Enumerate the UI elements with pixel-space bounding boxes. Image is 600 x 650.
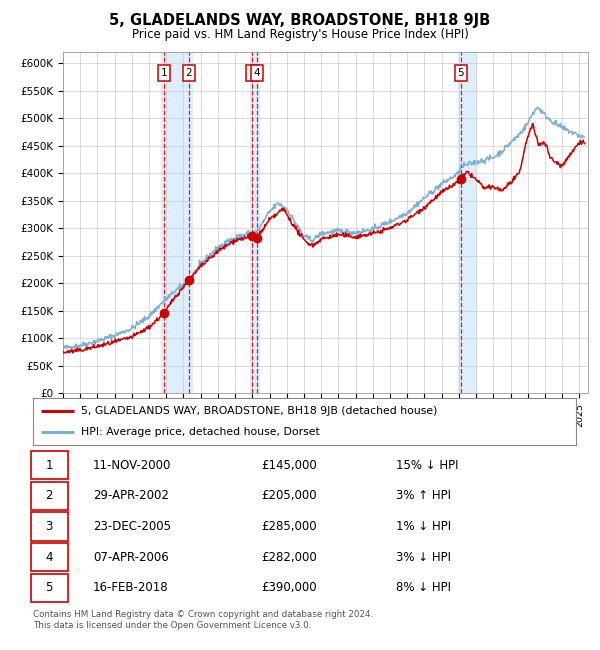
Bar xyxy=(458,52,476,393)
Text: 4: 4 xyxy=(46,551,53,564)
Bar xyxy=(161,52,191,393)
Text: 16-FEB-2018: 16-FEB-2018 xyxy=(93,581,169,594)
Text: 3: 3 xyxy=(46,520,53,533)
Text: 1% ↓ HPI: 1% ↓ HPI xyxy=(396,520,451,533)
Text: 2: 2 xyxy=(46,489,53,502)
Text: 8% ↓ HPI: 8% ↓ HPI xyxy=(396,581,451,594)
Text: 11-NOV-2000: 11-NOV-2000 xyxy=(93,459,172,472)
Bar xyxy=(250,52,259,393)
Text: 23-DEC-2005: 23-DEC-2005 xyxy=(93,520,171,533)
Text: 3% ↑ HPI: 3% ↑ HPI xyxy=(396,489,451,502)
Text: £282,000: £282,000 xyxy=(261,551,317,564)
Text: 5: 5 xyxy=(458,68,464,78)
Text: £390,000: £390,000 xyxy=(261,581,317,594)
Text: 5, GLADELANDS WAY, BROADSTONE, BH18 9JB: 5, GLADELANDS WAY, BROADSTONE, BH18 9JB xyxy=(109,13,491,28)
Text: 29-APR-2002: 29-APR-2002 xyxy=(93,489,169,502)
Text: £285,000: £285,000 xyxy=(261,520,317,533)
Text: £145,000: £145,000 xyxy=(261,459,317,472)
Text: 2: 2 xyxy=(185,68,193,78)
Text: 4: 4 xyxy=(254,68,260,78)
Text: 5, GLADELANDS WAY, BROADSTONE, BH18 9JB (detached house): 5, GLADELANDS WAY, BROADSTONE, BH18 9JB … xyxy=(81,406,437,415)
Text: 07-APR-2006: 07-APR-2006 xyxy=(93,551,169,564)
Text: Price paid vs. HM Land Registry's House Price Index (HPI): Price paid vs. HM Land Registry's House … xyxy=(131,28,469,41)
Text: 3: 3 xyxy=(248,68,256,78)
Text: 1: 1 xyxy=(161,68,167,78)
Text: 5: 5 xyxy=(46,581,53,594)
Text: HPI: Average price, detached house, Dorset: HPI: Average price, detached house, Dors… xyxy=(81,428,320,437)
Text: Contains HM Land Registry data © Crown copyright and database right 2024.
This d: Contains HM Land Registry data © Crown c… xyxy=(33,610,373,630)
Text: £205,000: £205,000 xyxy=(261,489,317,502)
Text: 3% ↓ HPI: 3% ↓ HPI xyxy=(396,551,451,564)
Text: 15% ↓ HPI: 15% ↓ HPI xyxy=(396,459,458,472)
Text: 1: 1 xyxy=(46,459,53,472)
